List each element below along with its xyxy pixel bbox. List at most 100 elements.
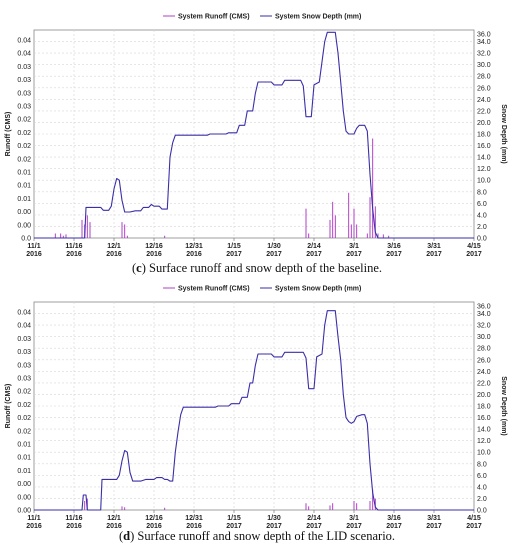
y-right-tick-label: 0.0 <box>477 236 487 243</box>
y-right-tick-label: 2.0 <box>477 496 487 503</box>
x-tick-label: 11/1 <box>27 515 40 522</box>
x-tick-label: 4/15 <box>467 243 481 250</box>
y-right-tick-label: 6.0 <box>477 201 487 208</box>
x-tick-year: 2016 <box>66 251 82 258</box>
x-tick-label: 1/15 <box>227 515 241 522</box>
y-right-tick-label: 16.0 <box>477 415 491 422</box>
x-tick-year: 2016 <box>186 523 202 530</box>
y-left-tick-label: 0.00 <box>17 494 31 501</box>
x-tick-year: 2016 <box>26 251 42 258</box>
y-right-tick-label: 26.0 <box>477 85 491 92</box>
y-left-tick-label: 0.04 <box>17 38 31 45</box>
x-tick-label: 1/30 <box>267 243 281 250</box>
y-left-tick-label: 0.02 <box>17 415 31 422</box>
y-right-tick-label: 8.0 <box>477 461 487 468</box>
x-tick-label: 11/1 <box>27 243 40 250</box>
y-right-axis-label: Snow Depth (mm) <box>500 104 507 164</box>
series-runoff <box>54 138 390 238</box>
x-tick-year: 2017 <box>466 523 482 530</box>
y-left-tick-label: 0.04 <box>17 51 31 58</box>
legend-label-runoff: System Runoff (CMS) <box>178 14 250 21</box>
y-right-tick-label: 36.0 <box>477 32 491 39</box>
x-tick-label: 11/16 <box>65 515 82 522</box>
y-right-tick-label: 32.0 <box>477 323 491 330</box>
x-tick-year: 2017 <box>346 523 362 530</box>
y-left-tick-label: 0.02 <box>17 402 31 409</box>
y-right-tick-label: 2.0 <box>477 224 487 231</box>
x-tick-year: 2017 <box>346 251 362 258</box>
y-right-tick-label: 22.0 <box>477 108 491 115</box>
y-left-tick-label: 0.01 <box>17 183 31 190</box>
figure-caption: (d) Surface runoff and snow depth of the… <box>119 529 395 543</box>
x-tick-year: 2017 <box>426 523 442 530</box>
y-right-tick-label: 24.0 <box>477 369 491 376</box>
x-tick-year: 2017 <box>266 523 282 530</box>
y-right-tick-label: 12.0 <box>477 166 491 173</box>
legend-label-runoff: System Runoff (CMS) <box>178 286 250 293</box>
y-left-tick-label: 0.0 <box>21 236 31 243</box>
y-left-tick-label: 0.03 <box>17 90 31 97</box>
y-left-tick-label: 0.00 <box>17 508 31 515</box>
x-tick-year: 2017 <box>386 523 402 530</box>
y-left-tick-label: 0.00 <box>17 222 31 229</box>
y-left-tick-label: 0.01 <box>17 442 31 449</box>
series-snow-depth <box>34 31 474 239</box>
y-right-tick-label: 20.0 <box>477 392 491 399</box>
x-tick-label: 3/1 <box>349 243 359 250</box>
y-right-tick-label: 28.0 <box>477 346 491 353</box>
y-right-tick-label: 14.0 <box>477 427 491 434</box>
x-tick-year: 2017 <box>426 251 442 258</box>
x-tick-label: 1/30 <box>267 515 281 522</box>
y-left-tick-label: 0.03 <box>17 104 31 111</box>
x-tick-year: 2017 <box>306 251 322 258</box>
y-left-tick-label: 0.02 <box>17 428 31 435</box>
x-tick-year: 2017 <box>266 251 282 258</box>
y-right-tick-label: 22.0 <box>477 380 491 387</box>
y-left-tick-label: 0.02 <box>17 117 31 124</box>
y-left-axis-label: Runoff (CMS) <box>5 384 12 429</box>
y-left-tick-label: 0.03 <box>17 64 31 71</box>
x-tick-year: 2017 <box>306 523 322 530</box>
y-right-tick-label: 32.0 <box>477 51 491 58</box>
y-right-tick-label: 10.0 <box>477 178 491 185</box>
x-tick-year: 2017 <box>226 523 242 530</box>
x-tick-year: 2016 <box>66 523 82 530</box>
x-tick-label: 3/1 <box>349 515 359 522</box>
chart-panel-c: System Runoff (CMS) System Snow Depth (mm… <box>5 14 507 276</box>
y-left-tick-label: 0.03 <box>17 336 31 343</box>
y-left-tick-label: 0.01 <box>17 170 31 177</box>
legend-label-snow: System Snow Depth (mm) <box>275 286 361 293</box>
x-tick-label: 3/16 <box>387 515 401 522</box>
y-right-tick-label: 24.0 <box>477 97 491 104</box>
y-right-axis-label: Snow Depth (mm) <box>500 376 507 436</box>
y-right-tick-label: 36.0 <box>477 304 491 311</box>
y-right-tick-label: 18.0 <box>477 132 491 139</box>
y-right-tick-label: 6.0 <box>477 473 487 480</box>
y-right-tick-label: 30.0 <box>477 62 491 69</box>
y-left-tick-label: 0.02 <box>17 130 31 137</box>
x-tick-year: 2016 <box>146 251 162 258</box>
x-tick-label: 3/31 <box>427 243 441 250</box>
x-tick-label: 2/14 <box>307 243 321 250</box>
legend: System Runoff (CMS) System Snow Depth (mm… <box>163 14 361 21</box>
x-tick-label: 12/1 <box>107 515 121 522</box>
x-tick-label: 4/15 <box>467 515 481 522</box>
x-tick-year: 2016 <box>26 523 42 530</box>
x-tick-year: 2016 <box>146 523 162 530</box>
y-left-tick-label: 0.04 <box>17 323 31 330</box>
y-left-tick-label: 0.00 <box>17 481 31 488</box>
y-left-tick-label: 0.02 <box>17 143 31 150</box>
x-tick-label: 12/1 <box>107 243 121 250</box>
y-left-tick-label: 0.02 <box>17 389 31 396</box>
x-tick-year: 2017 <box>386 251 402 258</box>
y-right-tick-label: 14.0 <box>477 155 491 162</box>
x-tick-label: 12/16 <box>145 243 163 250</box>
series-snow-depth <box>34 310 474 511</box>
y-right-tick-label: 30.0 <box>477 334 491 341</box>
x-tick-label: 2/14 <box>307 515 321 522</box>
y-right-tick-label: 4.0 <box>477 484 487 491</box>
y-right-tick-label: 34.0 <box>477 39 491 46</box>
x-tick-year: 2016 <box>186 251 202 258</box>
y-right-tick-label: 4.0 <box>477 212 487 219</box>
